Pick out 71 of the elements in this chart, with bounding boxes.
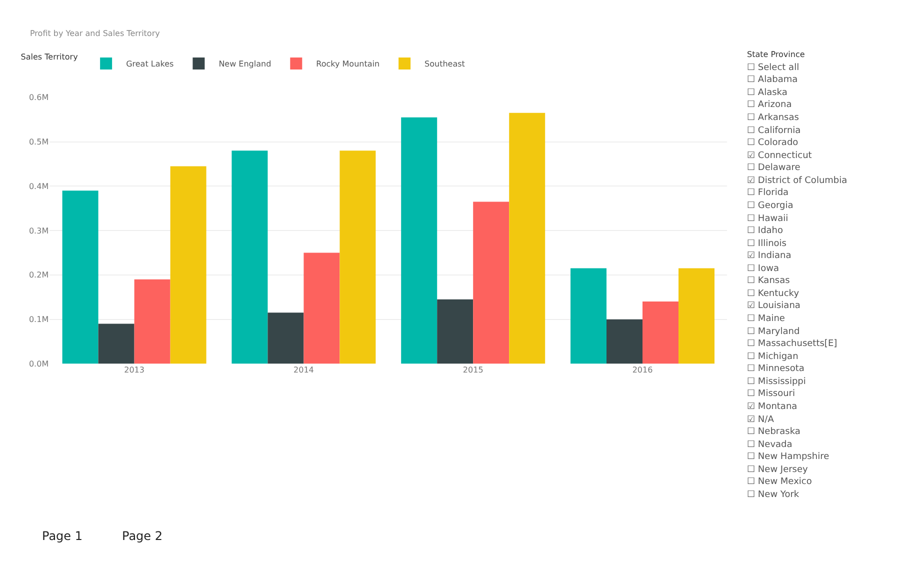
text: ☐ Alabama [747,75,798,85]
text: ☐ Massachusetts[E] [747,339,838,349]
legend-title: Sales Territory [20,52,78,62]
text: ☐ Hawaii [747,214,788,224]
text: Page 2 [122,529,162,543]
bar [98,324,134,364]
text: ☐ Mississippi [747,377,806,387]
bar [232,150,268,364]
text: ☐ Maryland [747,327,800,337]
text: ☐ Alaska [747,88,788,98]
text: ☐ Idaho [747,226,784,236]
text: ☐ Colorado [747,138,799,148]
text: ☐ Arizona [747,100,792,110]
text: ☐ Select all [747,63,800,73]
text: ☐ Maine [747,314,786,324]
y-tick-label: 0.6M [28,93,49,102]
legend-label: Southeast [424,60,465,69]
legend-label: Great Lakes [126,60,174,69]
text: Page 1 [42,529,82,543]
text: ☐ New York [747,490,800,500]
text: State Province [747,50,805,59]
x-tick-label: 2013 [124,366,144,375]
bar [170,166,206,364]
y-tick-label: 0.5M [28,138,49,147]
bar [509,112,546,364]
text: ☐ New Mexico [747,477,812,487]
text: ☐ Delaware [747,163,801,173]
bar [62,190,98,364]
x-tick-label: 2014 [294,366,314,375]
text: ☐ Iowa [747,264,779,274]
text: ☐ California [747,126,801,136]
bar [304,252,340,364]
legend-label: Rocky Mountain [316,60,380,69]
legend-label: New England [218,60,272,69]
text: ☑ Indiana [747,251,792,261]
text: ☐ Michigan [747,352,798,362]
bar [268,312,304,364]
text: ☐ Arkansas [747,113,800,123]
y-tick-label: 0.1M [28,315,49,324]
bar [570,268,606,364]
bar [473,202,510,364]
bar [134,279,170,364]
text: ☐ Florida [747,188,789,198]
x-tick-label: 2016 [632,366,653,375]
text: ☐ New Jersey [747,465,809,475]
text: ☑ District of Columbia [747,176,848,186]
chart-title: Profit by Year and Sales Territory [30,29,160,38]
text: ☑ Louisiana [747,301,800,311]
bar [401,117,438,364]
y-tick-label: 0.3M [28,226,49,236]
bar [437,299,474,364]
text: ☐ Nevada [747,440,792,450]
text: ☑ Connecticut [747,151,812,161]
bar [340,150,376,364]
text: ☐ Kentucky [747,289,800,299]
bar [606,319,642,364]
text: ☑ Montana [747,402,798,412]
y-tick-label: 0.0M [28,360,49,368]
text: ☐ New Hampshire [747,452,830,462]
text: ☐ Kansas [747,276,790,286]
y-tick-label: 0.2M [28,270,49,280]
text: ☑ N/A [747,415,775,425]
bar [642,302,678,364]
text: ☐ Illinois [747,239,787,249]
text: ☐ Georgia [747,201,794,211]
text: ☐ Nebraska [747,427,800,437]
y-tick-label: 0.4M [28,182,49,191]
x-tick-label: 2015 [462,366,484,375]
text: ☐ Missouri [747,389,795,399]
text: ☐ Minnesota [747,364,804,374]
bar [678,268,714,364]
